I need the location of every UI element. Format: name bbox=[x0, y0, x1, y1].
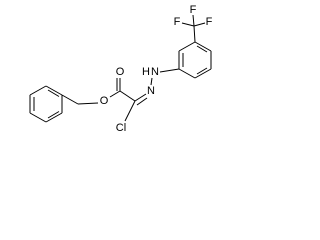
atom-label: F bbox=[174, 16, 181, 28]
atom-label: F bbox=[190, 4, 197, 16]
atom-label: O bbox=[100, 95, 109, 107]
atom-label: Cl bbox=[116, 122, 126, 134]
atom-label: N bbox=[147, 85, 155, 97]
structure-diagram: O O Cl H N N F F F bbox=[29, 4, 213, 134]
bonds bbox=[29, 14, 212, 123]
atom-label: F bbox=[206, 16, 213, 28]
atom-label: O bbox=[116, 66, 125, 78]
atom-label: H bbox=[142, 66, 150, 78]
atom-label: N bbox=[151, 66, 159, 78]
